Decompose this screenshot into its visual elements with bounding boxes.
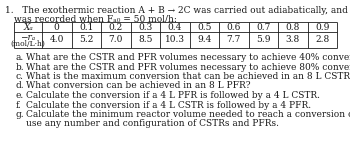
Text: 0.1: 0.1	[79, 22, 93, 32]
Text: 8.5: 8.5	[138, 36, 153, 44]
Text: use any number and configuration of CSTRs and PFRs.: use any number and configuration of CSTR…	[26, 120, 279, 129]
Text: What conversion can be achieved in an 8 L PFR?: What conversion can be achieved in an 8 …	[26, 82, 251, 90]
Text: 0: 0	[54, 22, 60, 32]
Text: 0.6: 0.6	[226, 22, 241, 32]
Text: 0.2: 0.2	[108, 22, 123, 32]
Text: 4.0: 4.0	[50, 36, 64, 44]
Text: 5.2: 5.2	[79, 36, 93, 44]
Text: Calculate the conversion if a 4 L CSTR is followed by a 4 PFR.: Calculate the conversion if a 4 L CSTR i…	[26, 101, 311, 109]
Text: 7.7: 7.7	[226, 36, 241, 44]
Text: What is the maximum conversion that can be achieved in an 8 L CSTR?: What is the maximum conversion that can …	[26, 72, 350, 81]
Text: 5.9: 5.9	[256, 36, 271, 44]
Text: 7.0: 7.0	[108, 36, 123, 44]
Text: 0.3: 0.3	[138, 22, 152, 32]
Text: was recorded when Fₐ₀ = 50 mol/h:: was recorded when Fₐ₀ = 50 mol/h:	[14, 14, 177, 23]
Text: (mol/L·h): (mol/L·h)	[10, 40, 46, 48]
Text: 0.8: 0.8	[286, 22, 300, 32]
Text: 3.8: 3.8	[286, 36, 300, 44]
Text: Xₐ: Xₐ	[23, 22, 33, 32]
Text: b.: b.	[16, 62, 25, 72]
Text: a.: a.	[16, 53, 24, 62]
Text: 0.4: 0.4	[168, 22, 182, 32]
Text: What are the CSTR and PFR volumes necessary to achieve 80% conversion?: What are the CSTR and PFR volumes necess…	[26, 62, 350, 72]
Text: 0.9: 0.9	[315, 22, 329, 32]
Text: f.: f.	[16, 101, 22, 109]
Text: 1.   The exothermic reaction A + B → 2C was carried out adiabatically, and the f: 1. The exothermic reaction A + B → 2C wa…	[5, 6, 350, 15]
Text: c.: c.	[16, 72, 24, 81]
Text: Calculate the minimum reactor volume needed to reach a conversion of 80%. You ma: Calculate the minimum reactor volume nee…	[26, 110, 350, 119]
Text: 0.5: 0.5	[197, 22, 211, 32]
Text: g.: g.	[16, 110, 25, 119]
Text: 10.3: 10.3	[165, 36, 185, 44]
Text: e.: e.	[16, 91, 24, 100]
Text: −rₐ: −rₐ	[20, 33, 36, 41]
Text: What are the CSTR and PFR volumes necessary to achieve 40% conversion?: What are the CSTR and PFR volumes necess…	[26, 53, 350, 62]
Text: 2.8: 2.8	[315, 36, 329, 44]
Text: Calculate the conversion if a 4 L PFR is followed by a 4 L CSTR.: Calculate the conversion if a 4 L PFR is…	[26, 91, 320, 100]
Text: 9.4: 9.4	[197, 36, 211, 44]
Text: d.: d.	[16, 82, 25, 90]
Text: 0.7: 0.7	[256, 22, 271, 32]
